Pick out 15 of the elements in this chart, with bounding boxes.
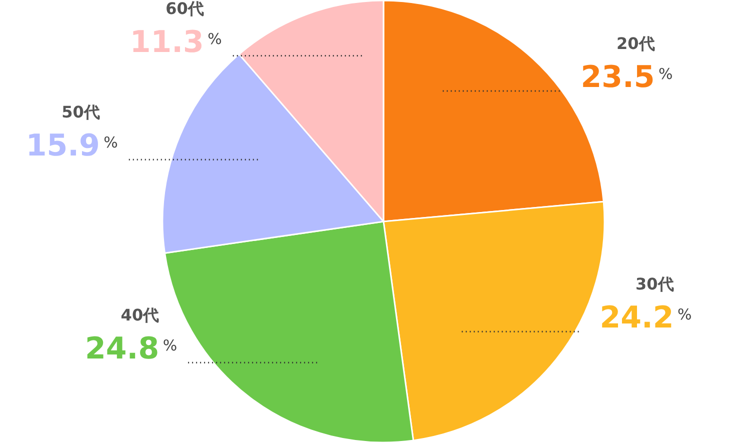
data-label: 24.8 bbox=[85, 332, 160, 367]
slice-label: 60代 bbox=[166, 0, 204, 18]
text: % bbox=[104, 134, 118, 152]
slice-label: 50代 bbox=[62, 102, 100, 122]
data-label: 15.9 bbox=[26, 128, 100, 164]
data-label: 11.3 bbox=[130, 24, 204, 60]
data-label: 24.2 bbox=[600, 300, 674, 336]
slice-label: 40代 bbox=[120, 306, 160, 325]
text: % bbox=[658, 65, 673, 83]
slice-label: 20代 bbox=[616, 34, 655, 53]
text: % bbox=[678, 306, 692, 324]
text: % bbox=[162, 336, 178, 355]
text: % bbox=[208, 30, 222, 48]
data-label: 23.5 bbox=[580, 60, 655, 95]
slice-label: 30代 bbox=[636, 274, 674, 294]
